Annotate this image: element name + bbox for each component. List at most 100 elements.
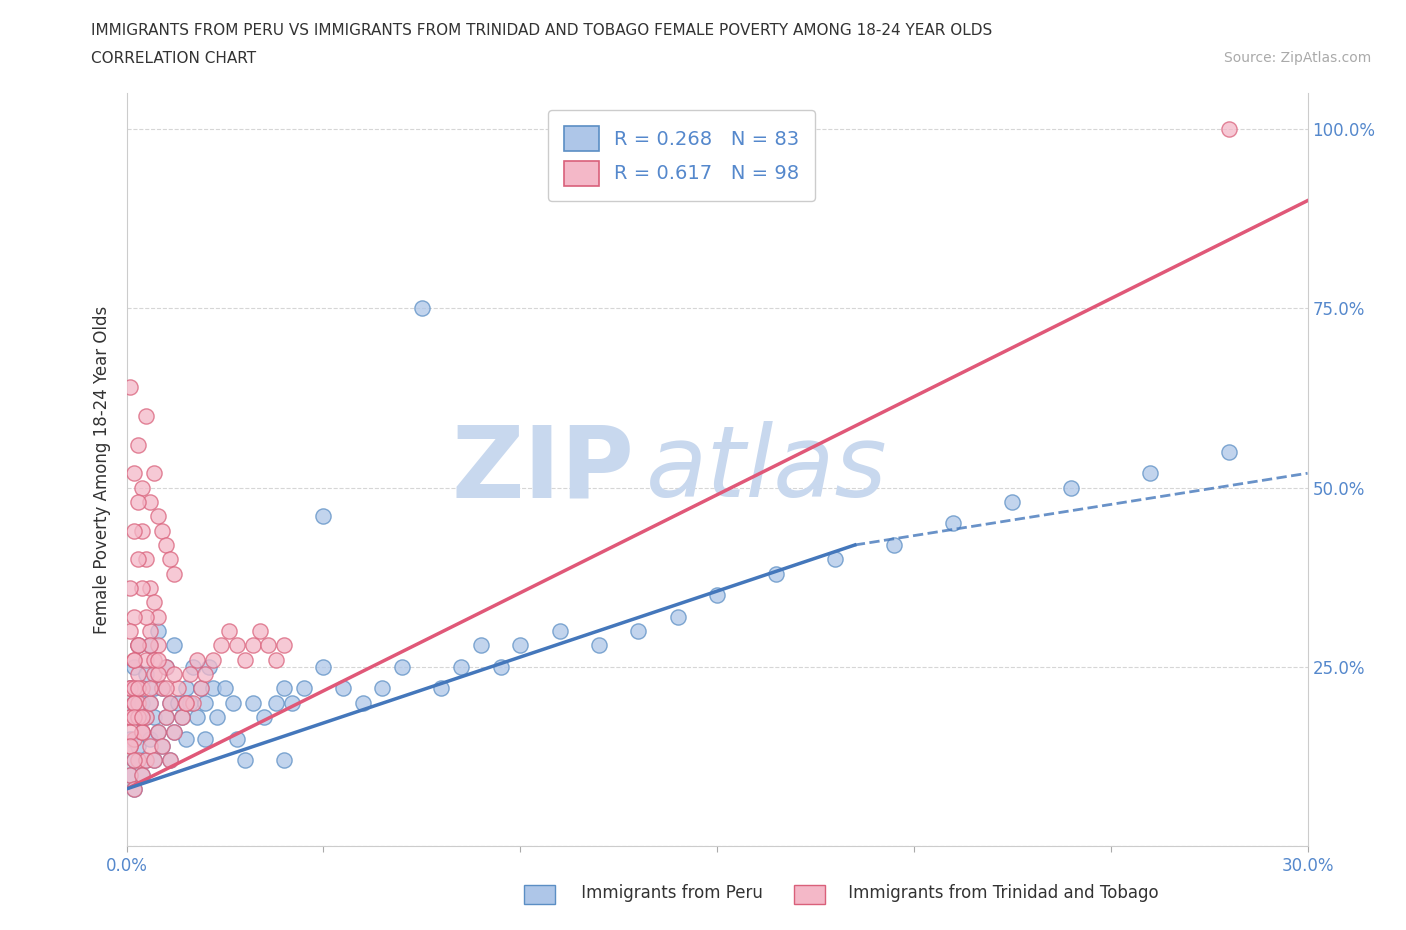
Point [222,696,245,711]
Point [450,659,472,674]
Point [163,724,186,739]
Point [186,652,208,667]
Point [824,551,846,566]
Point [209,638,232,653]
Legend: R = 0.268   N = 83, R = 0.617   N = 98: R = 0.268 N = 83, R = 0.617 N = 98 [548,111,815,201]
Point [183,696,205,711]
Point [155,710,177,724]
Point [127,681,149,696]
Point [218,624,240,639]
Point [159,696,181,711]
Point [127,437,149,452]
Point [124,781,146,796]
Point [411,300,433,315]
Point [1060,480,1083,495]
Point [588,638,610,653]
Point [124,731,146,746]
Point [120,681,142,696]
Point [155,538,177,552]
Point [170,710,193,724]
Point [202,681,225,696]
Point [124,609,146,624]
Point [131,767,153,782]
Point [124,696,146,711]
Point [131,480,153,495]
Point [135,551,157,566]
Point [146,724,169,739]
Point [135,652,157,667]
Point [120,681,142,696]
Y-axis label: Female Poverty Among 18-24 Year Olds: Female Poverty Among 18-24 Year Olds [93,306,111,633]
Point [146,652,169,667]
Point [143,595,166,610]
Point [205,710,228,724]
Point [159,752,181,767]
Point [139,580,162,595]
Point [146,638,169,653]
Point [155,659,177,674]
Point [131,681,153,696]
Point [120,731,142,746]
Point [124,652,146,667]
Point [190,681,212,696]
Point [1218,122,1240,137]
Point [1139,466,1161,481]
Point [120,724,142,739]
Point [253,710,276,724]
Point [143,466,166,481]
Point [120,624,142,639]
Point [146,724,169,739]
Point [312,659,335,674]
Point [146,624,169,639]
Point [124,710,146,724]
Point [139,681,162,696]
Point [470,638,492,653]
Point [257,638,280,653]
Point [163,566,186,581]
Point [135,752,157,767]
Point [127,638,149,653]
Point [150,738,173,753]
Point [124,466,146,481]
Point [124,752,146,767]
Point [139,731,162,746]
Point [139,624,162,639]
Point [706,588,728,603]
Point [124,696,146,711]
Point [135,667,157,682]
Point [135,710,157,724]
Point [127,667,149,682]
Point [127,495,149,510]
Point [163,724,186,739]
Point [139,495,162,510]
Point [139,638,162,653]
Point [131,767,153,782]
Point [124,696,146,711]
Point [194,731,217,746]
Point [120,681,142,696]
Point [225,731,247,746]
Point [143,710,166,724]
Point [186,710,208,724]
Text: CORRELATION CHART: CORRELATION CHART [91,51,256,66]
Point [135,609,157,624]
Point [166,681,188,696]
Point [159,696,181,711]
Point [179,667,201,682]
Point [281,696,304,711]
Point [159,551,181,566]
Point [127,710,149,724]
Point [273,681,295,696]
Point [627,624,650,639]
Point [124,681,146,696]
Point [190,681,212,696]
Point [143,752,166,767]
Point [163,667,186,682]
Point [120,767,142,782]
Text: IMMIGRANTS FROM PERU VS IMMIGRANTS FROM TRINIDAD AND TOBAGO FEMALE POVERTY AMONG: IMMIGRANTS FROM PERU VS IMMIGRANTS FROM … [91,23,993,38]
Point [214,681,236,696]
Point [135,710,157,724]
Point [155,710,177,724]
Point [174,696,197,711]
Point [146,509,169,524]
